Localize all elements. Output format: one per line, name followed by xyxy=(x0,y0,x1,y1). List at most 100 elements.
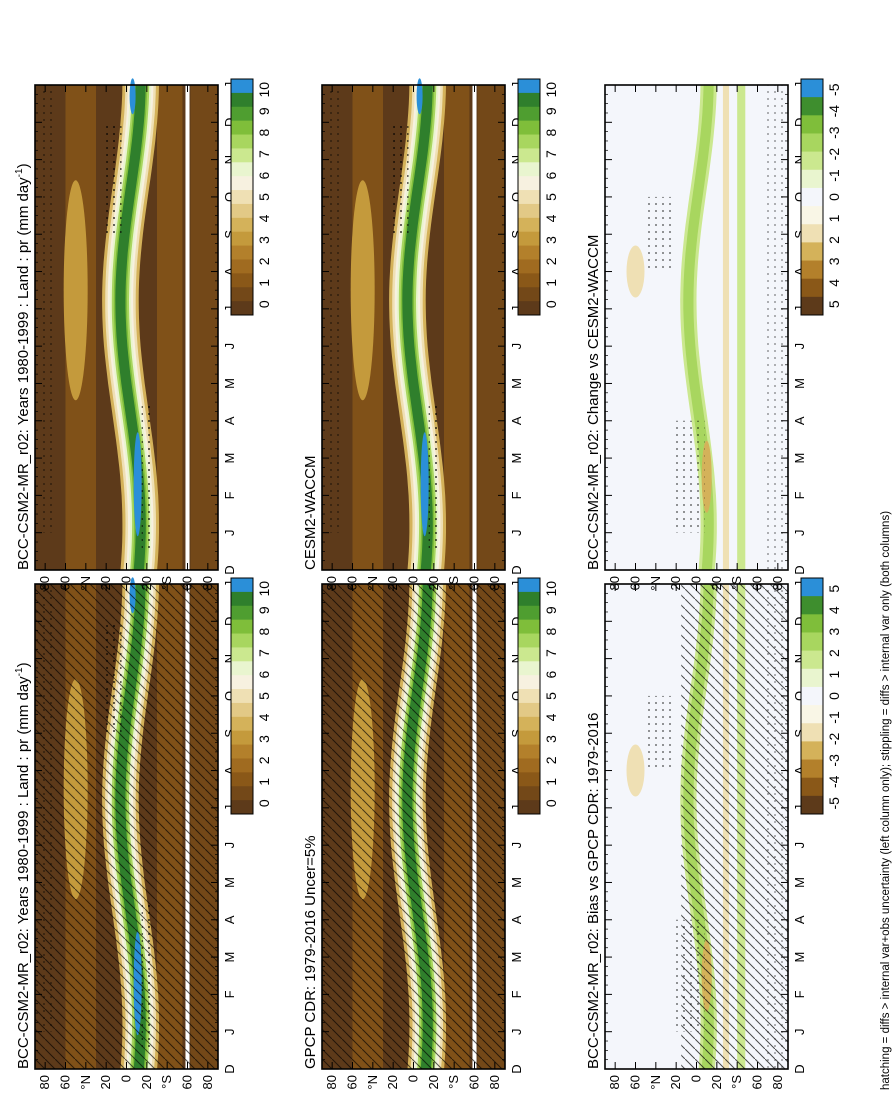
colorbar-label: 6 xyxy=(543,171,559,179)
x-tick-label: J xyxy=(792,82,807,89)
colorbar: 0 1 2 3 4 5 6 7 8 9 10 xyxy=(230,78,272,316)
y-tick-label: 0 xyxy=(119,1075,134,1082)
colorbar-swatch xyxy=(801,187,823,207)
colorbar-label: 5 xyxy=(256,692,272,700)
x-tick-label: D xyxy=(792,118,807,127)
colorbar-swatch xyxy=(231,660,253,676)
antarctic-coast-gap xyxy=(185,85,190,570)
colorbar-swatch xyxy=(231,175,253,191)
y-tick-label: 60 xyxy=(58,576,73,590)
y-tick-label: °S xyxy=(446,576,461,590)
colorbar-label: 7 xyxy=(256,649,272,657)
x-tick-label: M xyxy=(792,877,807,888)
colorbar-label: 9 xyxy=(543,107,559,115)
colorbar-swatch xyxy=(801,740,823,760)
colorbar-label: 4 xyxy=(826,279,842,287)
colorbar-swatch xyxy=(518,730,540,745)
colorbar-frame xyxy=(230,577,254,815)
colorbar-swatch xyxy=(231,716,253,731)
panel-title: BCC-CSM2-MR_r02: Change vs CESM2-WACCM xyxy=(585,235,602,570)
colorbar-swatch xyxy=(518,591,540,606)
x-tick-label: S xyxy=(509,729,524,738)
colorbar-swatch xyxy=(231,286,253,302)
x-tick-label: A xyxy=(222,267,237,276)
colorbar-label: 10 xyxy=(256,82,272,98)
diff-band xyxy=(722,85,730,570)
colorbar-swatch xyxy=(231,577,253,592)
y-tick-label: 80 xyxy=(487,576,502,590)
x-tick-label: J xyxy=(509,581,524,588)
colorbar-group: -5 -4 -3 -2 -1 0 1 2 3 4 5 xyxy=(800,577,842,815)
colorbar-label: -4 xyxy=(826,105,842,118)
colorbar-label: 1 xyxy=(826,214,842,222)
colorbar-swatch xyxy=(231,258,253,274)
diff-band xyxy=(737,85,746,570)
x-tick-label: J xyxy=(509,306,524,313)
colorbar-swatch xyxy=(518,799,540,814)
colorbar-swatch xyxy=(518,577,540,592)
y-tick-label: 80 xyxy=(607,1075,622,1089)
colorbar-swatch xyxy=(518,161,540,177)
colorbar-frame xyxy=(230,78,254,316)
colorbar-label: 3 xyxy=(256,735,272,743)
x-tick-label: M xyxy=(509,453,524,464)
colorbar-swatch xyxy=(231,702,253,717)
colorbar-swatch xyxy=(801,78,823,98)
colorbar-swatch xyxy=(801,704,823,724)
colorbar-swatch xyxy=(801,223,823,243)
y-tick-label: 20 xyxy=(668,576,683,590)
y-tick-label: °S xyxy=(446,1075,461,1089)
colorbar-label: 8 xyxy=(256,129,272,137)
x-tick-label: O xyxy=(509,691,524,701)
x-tick-label: M xyxy=(222,952,237,963)
colorbar-label: 7 xyxy=(543,649,559,657)
colorbar-group: 0 1 2 3 4 5 6 7 8 9 10 xyxy=(517,577,559,815)
x-tick-label: F xyxy=(222,491,237,499)
stipple-overlay xyxy=(645,196,672,272)
x-tick-label: J xyxy=(222,581,237,588)
y-tick-label: °N xyxy=(365,1075,380,1090)
x-tick-label: F xyxy=(509,990,524,998)
y-tick-label: 80 xyxy=(37,1075,52,1089)
x-tick-label: J xyxy=(222,82,237,89)
colorbar-label: 0 xyxy=(256,300,272,308)
colorbar-swatch xyxy=(231,646,253,662)
x-tick-label: J xyxy=(792,1028,807,1035)
colorbar-swatch xyxy=(518,203,540,218)
colorbar-swatch xyxy=(518,744,540,759)
y-tick-label: 60 xyxy=(750,576,765,590)
y-tick-label: 20 xyxy=(139,1075,154,1089)
itcz-peak-blob xyxy=(133,432,142,537)
x-tick-label: M xyxy=(509,378,524,389)
x-tick-label: J xyxy=(509,343,524,350)
sh-midlat-band xyxy=(444,85,470,570)
y-tick-label: 20 xyxy=(668,1075,683,1089)
x-tick-label: M xyxy=(792,453,807,464)
colorbar-label: 1 xyxy=(826,670,842,678)
colorbar-group: 0 1 2 3 4 5 6 7 8 9 10 xyxy=(230,78,272,316)
colorbar-swatch xyxy=(801,722,823,742)
y-tick-label: °N xyxy=(78,576,93,591)
colorbar-swatch xyxy=(801,668,823,687)
colorbar: 5 4 3 2 1 0 -1 -2 -3 -4 -5 xyxy=(800,78,842,316)
colorbar-swatch xyxy=(518,785,540,801)
colorbar-swatch xyxy=(518,286,540,302)
x-tick-label: J xyxy=(792,842,807,849)
x-tick-label: J xyxy=(222,805,237,812)
colorbar-label: 3 xyxy=(826,628,842,636)
y-tick-label: 0 xyxy=(689,576,704,583)
x-tick-label: S xyxy=(792,729,807,738)
x-tick-label: J xyxy=(509,842,524,849)
hatch-overlay xyxy=(35,584,218,1069)
colorbar-label: 6 xyxy=(256,670,272,678)
colorbar-swatch xyxy=(231,591,253,606)
stipple-overlay xyxy=(106,122,122,235)
colorbar-swatch xyxy=(801,631,823,651)
x-tick-label: N xyxy=(222,155,237,164)
colorbar-swatch xyxy=(231,231,253,246)
colorbar-label: 0 xyxy=(543,799,559,807)
colorbar-label: 2 xyxy=(256,756,272,764)
